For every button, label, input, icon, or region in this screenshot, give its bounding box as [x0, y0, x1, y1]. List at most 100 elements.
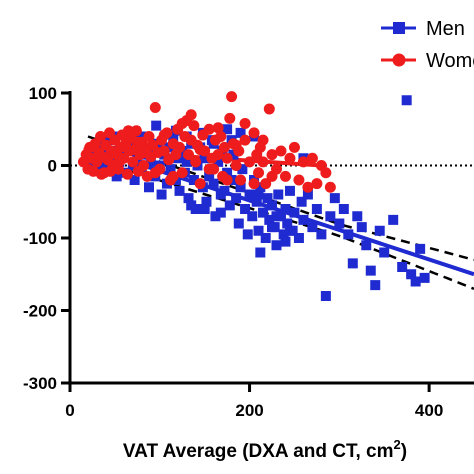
data-point-men	[329, 193, 340, 204]
data-point-men	[204, 171, 215, 182]
x-tick-label: 400	[415, 401, 443, 420]
data-point-men	[219, 185, 230, 196]
data-point-men	[100, 160, 111, 171]
data-point-men	[289, 207, 300, 218]
data-point-women	[230, 160, 242, 171]
data-point-women	[266, 149, 278, 161]
data-point-men	[240, 204, 251, 214]
data-point-men	[199, 153, 210, 164]
data-point-women	[143, 131, 155, 142]
data-point-men	[280, 236, 291, 247]
data-point-women	[257, 156, 269, 168]
data-point-men	[284, 185, 295, 196]
data-point-women	[127, 156, 139, 168]
data-point-women	[138, 160, 150, 171]
data-point-men	[388, 214, 399, 225]
data-point-women	[260, 178, 272, 190]
data-point-men	[338, 204, 349, 214]
data-point-women	[149, 167, 161, 179]
data-point-men	[379, 247, 390, 258]
data-point-women	[95, 168, 107, 180]
data-point-men	[343, 229, 354, 240]
x-axis-label-superscript: 2	[394, 437, 401, 452]
data-point-men	[271, 240, 282, 251]
data-point-men	[311, 204, 322, 214]
data-point-men	[174, 185, 185, 196]
legend-item-men: Men	[381, 18, 465, 40]
data-point-men	[280, 204, 291, 214]
data-point-women	[324, 181, 336, 193]
data-point-men	[282, 218, 293, 229]
data-point-men	[228, 149, 239, 160]
data-point-men	[235, 182, 246, 193]
data-point-men	[151, 120, 162, 131]
data-point-men	[156, 189, 167, 200]
data-point-men	[163, 142, 174, 153]
data-point-men	[296, 196, 307, 207]
series-women	[77, 91, 336, 193]
data-point-men	[199, 204, 210, 214]
data-point-men	[253, 189, 264, 200]
data-point-women	[194, 144, 206, 156]
data-point-men	[183, 193, 194, 204]
legend-label: Men	[426, 18, 465, 40]
y-tick-label: -100	[23, 229, 57, 248]
data-point-women	[174, 141, 186, 153]
data-point-women	[158, 129, 170, 141]
data-point-women	[302, 181, 314, 193]
legend-swatch-circle	[392, 53, 406, 67]
data-point-men	[224, 200, 235, 211]
data-point-men	[235, 127, 246, 138]
data-point-women	[212, 149, 224, 161]
data-point-women	[235, 174, 247, 186]
data-point-men	[233, 218, 244, 229]
axes-layer: 100 0 -100 -200 -300 0 200 400	[23, 84, 474, 420]
data-point-women	[203, 123, 215, 135]
legend-item-women: Women	[381, 50, 474, 72]
data-point-women	[212, 122, 224, 134]
data-point-men	[415, 243, 426, 254]
data-point-men	[316, 229, 327, 240]
data-point-women	[297, 156, 309, 168]
data-point-women	[176, 167, 188, 179]
data-point-men	[215, 207, 226, 218]
data-point-men	[181, 156, 192, 167]
data-point-men	[255, 182, 266, 193]
data-point-women	[293, 174, 305, 186]
data-point-men	[264, 214, 275, 225]
data-point-women	[190, 156, 202, 168]
x-axis-label-main: VAT Average (DXA and CT, cm	[123, 441, 394, 462]
data-point-men	[374, 225, 385, 236]
data-point-women	[95, 131, 107, 142]
legend-label: Women	[426, 50, 474, 72]
y-tick-label: 100	[29, 84, 57, 103]
data-point-men	[278, 229, 289, 240]
y-tick-label: -300	[23, 374, 57, 393]
data-point-men	[222, 167, 233, 178]
data-point-men	[267, 200, 277, 211]
data-point-women	[230, 139, 242, 151]
data-point-women	[188, 120, 200, 132]
data-point-men	[111, 171, 122, 182]
data-point-women	[224, 112, 236, 124]
data-point-women	[203, 163, 215, 175]
data-point-women	[311, 178, 323, 190]
x-tick-label: 0	[65, 401, 74, 420]
data-point-women	[248, 127, 260, 139]
data-point-women	[239, 134, 251, 146]
data-point-women	[176, 117, 188, 129]
x-axis-label-close: )	[401, 441, 407, 462]
data-point-women	[226, 91, 238, 103]
data-point-men	[334, 218, 345, 229]
data-point-men	[258, 207, 269, 218]
data-point-women	[288, 141, 300, 153]
data-point-men	[147, 146, 158, 156]
data-point-men	[144, 182, 155, 193]
data-point-women	[248, 178, 260, 190]
data-point-women	[275, 145, 287, 157]
data-point-men	[320, 291, 331, 301]
data-point-women	[284, 152, 296, 164]
data-point-women	[194, 178, 206, 190]
data-point-men	[222, 124, 233, 135]
